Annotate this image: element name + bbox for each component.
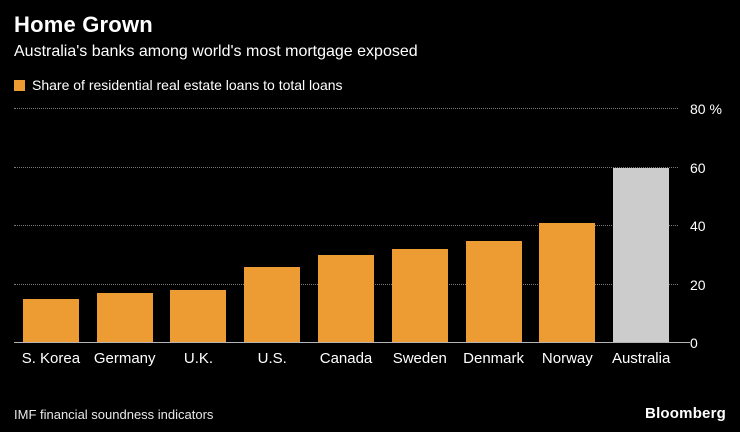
legend-label: Share of residential real estate loans t… [32,77,343,93]
y-tick-label-80: 80 % [690,101,722,117]
bar-sweden [391,249,448,343]
x-axis-labels: S. Korea Germany U.K. U.S. Canada Sweden Denma… [14,350,678,367]
bar-canada [317,255,375,343]
bar-germany [96,293,153,343]
x-axis-label: S. Korea [21,350,81,367]
bar-s-korea [22,299,79,343]
bar-slot [88,109,162,343]
bar-slot [309,109,383,343]
x-axis-label: Australia [611,350,671,367]
x-axis-baseline [14,342,690,343]
bar-slot [383,109,457,343]
chart-subtitle: Australia's banks among world's most mor… [14,43,418,60]
y-tick-label-0: 0 [690,335,698,351]
y-axis: 0 20 40 60 80 % [682,101,736,351]
x-axis-label: U.S. [257,350,287,367]
bar-slot [162,109,236,343]
plot-area: 0 20 40 60 80 % [14,101,722,351]
footer: IMF financial soundness indicators Bloom… [14,405,726,422]
x-axis-label: Sweden [392,350,447,367]
bars-container [14,109,678,343]
bar-slot [604,109,678,343]
bar-slot [235,109,309,343]
x-axis-label: Norway [541,350,593,367]
gridline-60 [14,166,678,168]
x-axis-label: Germany [93,350,156,367]
bar-slot [457,109,531,343]
legend: Share of residential real estate loans t… [0,61,740,93]
y-tick-label-60: 60 [690,159,706,176]
y-tick-label-40: 40 [690,218,706,234]
x-axis-label: U.K. [183,350,214,367]
bar-u-s [244,266,301,343]
page-title: Home Grown [14,12,153,37]
bloomberg-logo: Bloomberg [645,405,726,422]
bar-denmark [465,240,522,343]
gridline-80 [14,108,678,109]
bar-slot [14,109,88,343]
bar-norway [539,223,596,343]
x-axis-label: Denmark [463,350,524,367]
bar-slot [530,109,604,343]
source-note: IMF financial soundness indicators [14,407,214,422]
bar-chart: 0 20 40 60 80 % S. Korea Germany U.K. U.S. Canad… [14,101,722,367]
bar-u-k [170,290,227,343]
x-axis-label: Canada [319,350,373,367]
bar-australia [613,167,670,343]
y-tick-label-20: 20 [690,276,706,293]
gridline-40 [14,225,678,226]
legend-swatch [14,79,25,91]
